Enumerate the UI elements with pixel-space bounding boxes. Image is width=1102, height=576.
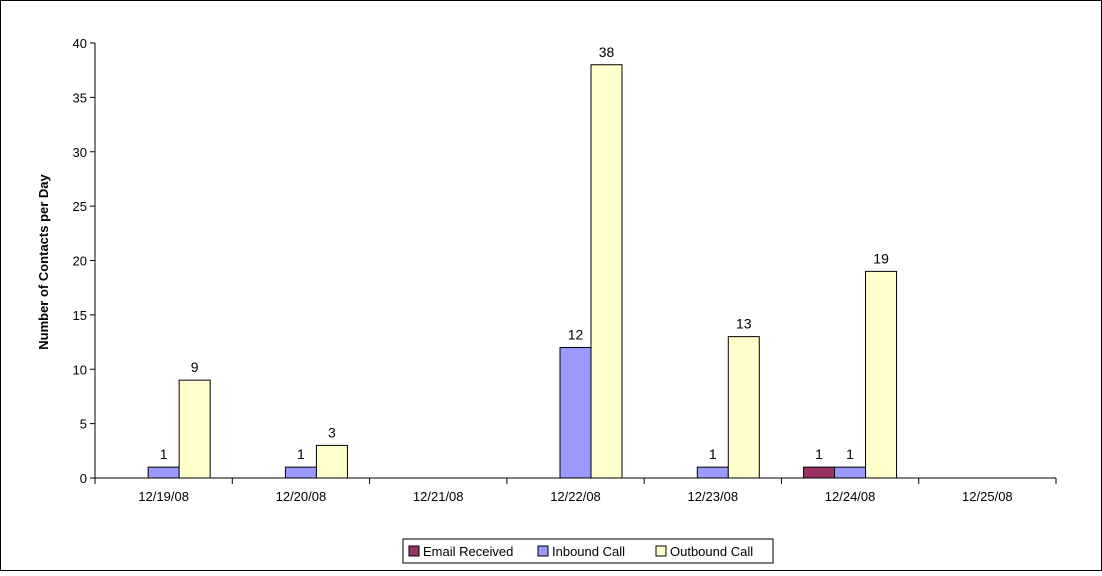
y-tick-label: 30 bbox=[73, 145, 87, 160]
y-tick-label: 15 bbox=[73, 308, 87, 323]
data-label: 3 bbox=[328, 424, 336, 440]
data-label: 1 bbox=[709, 446, 717, 462]
bar-inbound-call bbox=[834, 466, 867, 479]
x-tick-label: 12/24/08 bbox=[825, 489, 876, 504]
legend-box bbox=[402, 538, 774, 564]
y-axis-title: Number of Contacts per Day bbox=[36, 173, 51, 349]
bar-email-received bbox=[803, 466, 836, 479]
y-tick-label: 5 bbox=[80, 417, 87, 432]
legend-label: Inbound Call bbox=[552, 544, 625, 559]
data-label: 19 bbox=[873, 250, 889, 266]
x-tick-label: 12/25/08 bbox=[962, 489, 1013, 504]
x-tick-label: 12/19/08 bbox=[138, 489, 189, 504]
data-label: 12 bbox=[568, 327, 584, 343]
legend-label: Email Received bbox=[423, 544, 513, 559]
data-label: 13 bbox=[736, 316, 752, 332]
data-label: 1 bbox=[297, 446, 305, 462]
bar-inbound-call bbox=[284, 466, 317, 479]
x-tick-label: 12/23/08 bbox=[687, 489, 738, 504]
x-tick-label: 12/22/08 bbox=[550, 489, 601, 504]
bar-inbound-call bbox=[147, 466, 180, 479]
bar-outbound-call bbox=[178, 379, 211, 479]
x-tick-label: 12/20/08 bbox=[276, 489, 327, 504]
data-label: 1 bbox=[160, 446, 168, 462]
bar-outbound-call bbox=[315, 444, 348, 479]
legend-swatch bbox=[537, 545, 549, 557]
y-tick-label: 20 bbox=[73, 254, 87, 269]
bar-inbound-call bbox=[559, 347, 592, 479]
legend-swatch bbox=[655, 545, 667, 557]
legend: Email Received Inbound Call Outbound Call bbox=[402, 538, 774, 564]
y-tick-label: 40 bbox=[73, 36, 87, 51]
data-label: 9 bbox=[191, 359, 199, 375]
bar-outbound-call bbox=[590, 64, 623, 479]
y-tick-label: 35 bbox=[73, 90, 87, 105]
y-tick-label: 10 bbox=[73, 362, 87, 377]
y-tick-label: 0 bbox=[80, 471, 87, 486]
legend-label: Outbound Call bbox=[670, 544, 753, 559]
bar-outbound-call bbox=[865, 270, 898, 479]
data-label: 1 bbox=[815, 446, 823, 462]
bar-outbound-call bbox=[727, 336, 760, 479]
bar-inbound-call bbox=[696, 466, 729, 479]
legend-swatch bbox=[408, 545, 420, 557]
plot-area: 0 5 10 15 20 25 30 35 40 12/19/08 12/20/08 12/21/08… bbox=[73, 36, 1057, 504]
data-label: 1 bbox=[846, 446, 854, 462]
data-label: 38 bbox=[599, 44, 615, 60]
y-tick-label: 25 bbox=[73, 199, 87, 214]
x-tick-label: 12/21/08 bbox=[413, 489, 464, 504]
